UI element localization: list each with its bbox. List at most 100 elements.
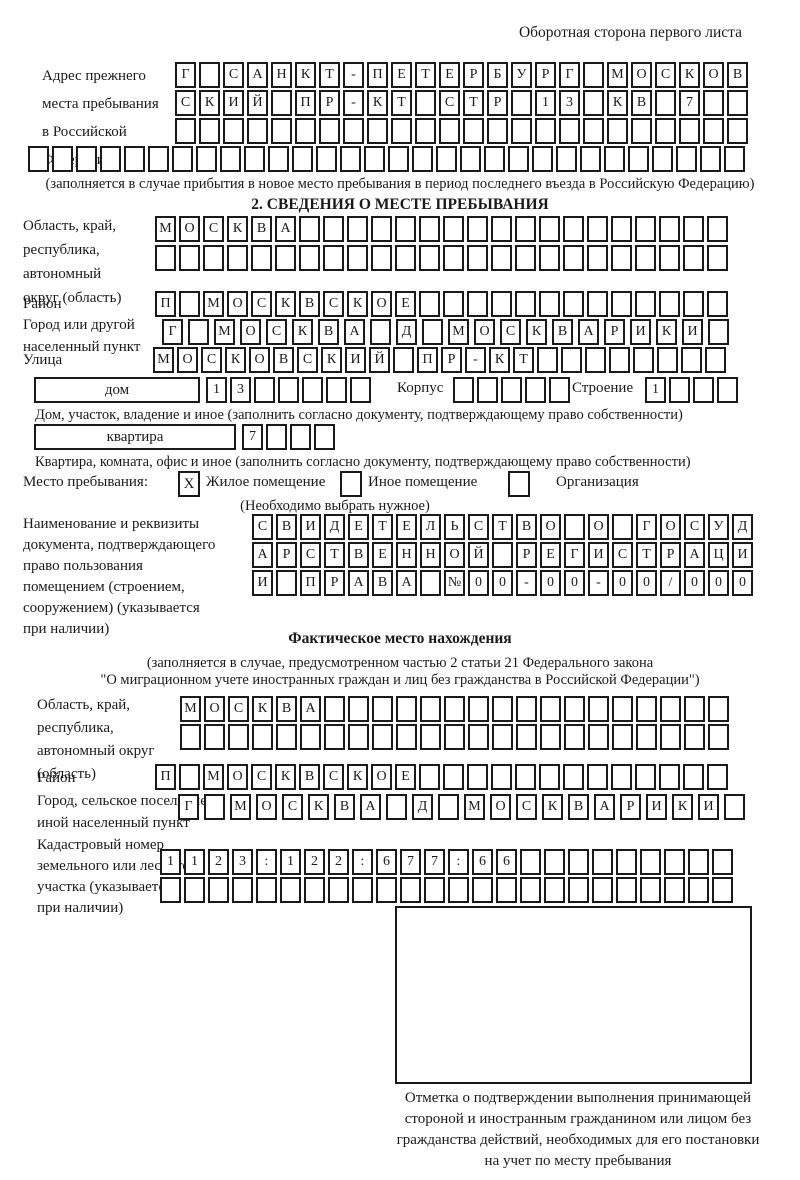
char-cell[interactable] [587, 245, 608, 271]
char-cell[interactable] [511, 90, 532, 116]
char-cell[interactable] [659, 291, 680, 317]
char-cell[interactable] [415, 90, 436, 116]
char-cell[interactable] [420, 724, 441, 750]
char-cell[interactable] [676, 146, 697, 172]
char-cell[interactable]: К [275, 291, 296, 317]
char-cell[interactable] [683, 245, 704, 271]
char-cell[interactable] [636, 724, 657, 750]
char-cell[interactable] [616, 877, 637, 903]
char-cell[interactable] [422, 319, 443, 345]
char-cell[interactable] [453, 377, 474, 403]
char-cell[interactable]: В [334, 794, 355, 820]
char-cell[interactable]: - [343, 62, 364, 88]
char-cell[interactable]: Т [415, 62, 436, 88]
char-cell[interactable]: И [223, 90, 244, 116]
char-cell[interactable] [391, 118, 412, 144]
char-cell[interactable]: С [516, 794, 537, 820]
char-cell[interactable]: : [448, 849, 469, 875]
char-cell[interactable] [196, 146, 217, 172]
char-cell[interactable]: Р [535, 62, 556, 88]
char-cell[interactable] [393, 347, 414, 373]
char-cell[interactable] [583, 118, 604, 144]
char-cell[interactable]: Н [271, 62, 292, 88]
char-cell[interactable]: Т [372, 514, 393, 540]
char-cell[interactable]: В [273, 347, 294, 373]
char-cell[interactable] [148, 146, 169, 172]
char-cell[interactable]: С [266, 319, 287, 345]
char-cell[interactable] [254, 377, 275, 403]
char-cell[interactable] [724, 146, 745, 172]
char-cell[interactable] [155, 245, 176, 271]
char-cell[interactable] [693, 377, 714, 403]
char-cell[interactable] [496, 877, 517, 903]
char-cell[interactable]: 0 [564, 570, 585, 596]
char-cell[interactable]: 1 [160, 849, 181, 875]
char-cell[interactable] [683, 764, 704, 790]
char-cell[interactable]: И [588, 542, 609, 568]
char-cell[interactable] [611, 245, 632, 271]
char-cell[interactable]: Й [247, 90, 268, 116]
char-cell[interactable] [688, 849, 709, 875]
char-cell[interactable] [324, 724, 345, 750]
char-cell[interactable]: С [500, 319, 521, 345]
char-cell[interactable]: Е [396, 514, 417, 540]
char-cell[interactable] [275, 245, 296, 271]
char-cell[interactable]: С [300, 542, 321, 568]
char-cell[interactable]: А [360, 794, 381, 820]
char-cell[interactable] [419, 764, 440, 790]
char-cell[interactable] [587, 764, 608, 790]
char-cell[interactable] [252, 724, 273, 750]
char-cell[interactable]: У [511, 62, 532, 88]
char-cell[interactable]: И [345, 347, 366, 373]
char-cell[interactable]: : [256, 849, 277, 875]
char-cell[interactable] [367, 118, 388, 144]
char-cell[interactable]: В [552, 319, 573, 345]
char-cell[interactable] [364, 146, 385, 172]
char-cell[interactable] [633, 347, 654, 373]
char-cell[interactable]: К [489, 347, 510, 373]
char-cell[interactable] [683, 291, 704, 317]
char-cell[interactable]: К [308, 794, 329, 820]
char-cell[interactable]: О [240, 319, 261, 345]
checkbox-organization[interactable] [508, 471, 530, 497]
char-cell[interactable] [352, 877, 373, 903]
char-cell[interactable] [299, 216, 320, 242]
char-cell[interactable] [491, 764, 512, 790]
char-cell[interactable] [717, 377, 738, 403]
char-cell[interactable] [664, 849, 685, 875]
char-cell[interactable]: В [276, 696, 297, 722]
char-cell[interactable] [444, 724, 465, 750]
char-cell[interactable]: К [347, 764, 368, 790]
char-cell[interactable] [419, 216, 440, 242]
char-cell[interactable]: С [223, 62, 244, 88]
char-cell[interactable] [708, 696, 729, 722]
char-cell[interactable]: О [256, 794, 277, 820]
char-cell[interactable] [659, 764, 680, 790]
char-cell[interactable]: А [396, 570, 417, 596]
korpus-cells[interactable] [453, 377, 570, 403]
char-cell[interactable] [640, 849, 661, 875]
char-cell[interactable]: К [542, 794, 563, 820]
char-cell[interactable]: / [660, 570, 681, 596]
char-cell[interactable]: 6 [496, 849, 517, 875]
char-cell[interactable]: К [227, 216, 248, 242]
char-cell[interactable] [492, 542, 513, 568]
char-cell[interactable] [659, 216, 680, 242]
char-cell[interactable] [372, 724, 393, 750]
char-cell[interactable]: М [214, 319, 235, 345]
char-cell[interactable] [268, 146, 289, 172]
char-cell[interactable] [681, 347, 702, 373]
stroenie-cells[interactable]: 1 [645, 377, 738, 403]
char-cell[interactable]: О [371, 291, 392, 317]
char-cell[interactable]: 6 [472, 849, 493, 875]
char-cell[interactable]: Т [492, 514, 513, 540]
char-cell[interactable]: И [732, 542, 753, 568]
char-cell[interactable] [516, 724, 537, 750]
char-cell[interactable]: О [474, 319, 495, 345]
char-cell[interactable]: С [655, 62, 676, 88]
char-cell[interactable]: Д [396, 319, 417, 345]
char-cell[interactable] [179, 245, 200, 271]
